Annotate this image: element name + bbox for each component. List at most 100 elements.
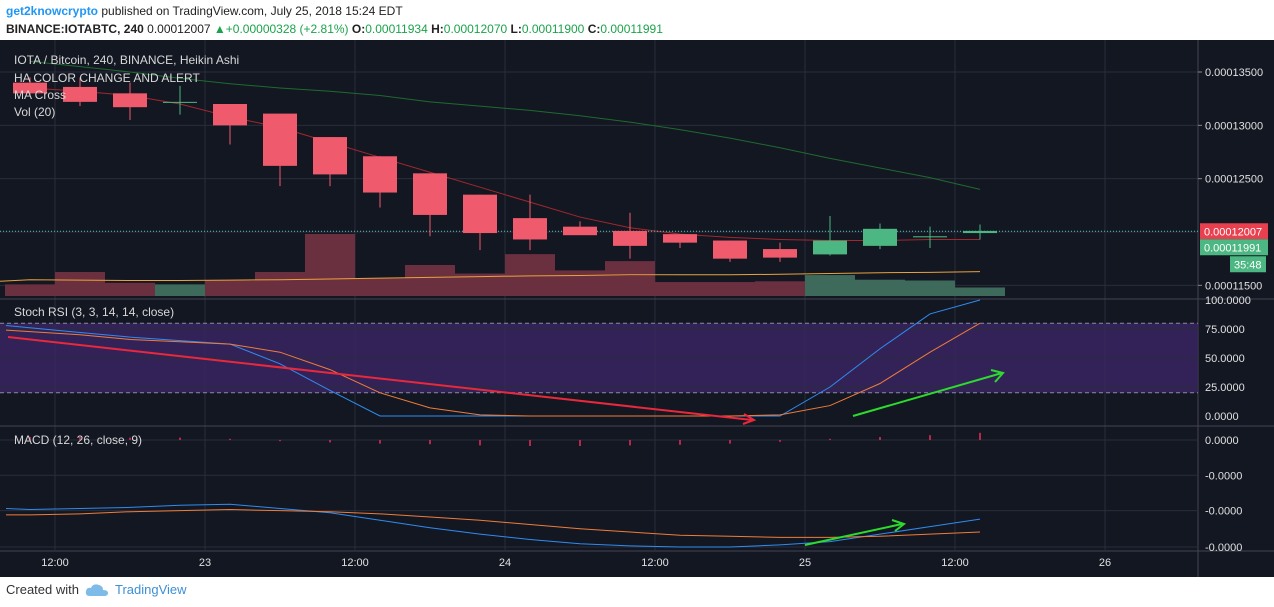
volume-ma-line xyxy=(0,271,981,282)
macd-histogram-bar xyxy=(929,435,931,440)
candle-bear[interactable] xyxy=(413,173,447,215)
macd-axis-label: 0.0000 xyxy=(1205,435,1239,447)
candle-bear[interactable] xyxy=(613,230,647,246)
macd-pane[interactable] xyxy=(0,432,1198,548)
stoch-axis-label: 25.0000 xyxy=(1205,382,1245,394)
macd-label[interactable]: MACD (12, 26, close, 9) xyxy=(14,433,142,447)
published-text: published on TradingView.com, July 25, 2… xyxy=(101,4,403,18)
volume-bar[interactable] xyxy=(255,271,305,296)
volume-bar[interactable] xyxy=(755,281,805,296)
candle-bear[interactable] xyxy=(663,234,697,243)
ha-indicator-label[interactable]: HA COLOR CHANGE AND ALERT xyxy=(14,71,201,85)
created-with-text: Created with xyxy=(6,582,79,597)
price-axis-label: 0.00012500 xyxy=(1205,174,1263,186)
tradingview-link[interactable]: TradingView xyxy=(114,582,187,597)
open-label: O: xyxy=(351,22,366,36)
candle-bull[interactable] xyxy=(813,240,847,255)
volume-bar[interactable] xyxy=(505,254,555,296)
close-price-badge xyxy=(1200,239,1268,256)
candle-bear[interactable] xyxy=(463,194,497,234)
author-link[interactable]: get2knowcrypto xyxy=(6,4,99,18)
price-axis-label: 0.00011500 xyxy=(1205,280,1262,292)
chart-title: IOTA / Bitcoin, 240, BINANCE, Heikin Ash… xyxy=(14,53,239,67)
candle-bear[interactable] xyxy=(13,82,47,94)
high-label: H: xyxy=(431,22,444,36)
volume-bar[interactable] xyxy=(555,270,605,296)
volume-bar[interactable] xyxy=(405,265,455,296)
candle-bear[interactable] xyxy=(113,93,147,108)
candle-bear[interactable] xyxy=(513,218,547,240)
volume-bar[interactable] xyxy=(455,273,505,296)
ohlc-line: BINANCE:IOTABTC, 240 0.00012007 ▲+0.0000… xyxy=(6,22,663,36)
ma-fast-line xyxy=(29,87,980,242)
macd-signal-line xyxy=(6,509,981,538)
volume-bar[interactable] xyxy=(305,234,355,296)
chart-background xyxy=(0,40,1274,577)
macd-histogram-bar xyxy=(329,440,331,443)
stoch-rsi-label[interactable]: Stoch RSI (3, 3, 14, 14, close) xyxy=(14,305,174,319)
symbol-info: BINANCE:IOTABTC, 240 xyxy=(6,22,144,36)
green-macd-arrow xyxy=(804,523,903,546)
volume-bar[interactable] xyxy=(355,278,405,296)
green-arrow-head xyxy=(990,369,1005,383)
candle-bear[interactable] xyxy=(313,137,347,175)
macd-histogram-bar xyxy=(429,440,431,445)
volume-bar[interactable] xyxy=(805,275,855,296)
macd-histogram-bar xyxy=(379,440,381,444)
time-axis-label: 26 xyxy=(1099,557,1111,569)
price-axis-label: 0.00013500 xyxy=(1205,67,1263,79)
macd-axis-label: -0.0000 xyxy=(1205,470,1242,482)
candle-bear[interactable] xyxy=(263,113,297,166)
green-macd-arrow-head xyxy=(891,519,907,532)
macd-histogram-bar xyxy=(829,438,831,440)
last-price-label: 0.00012007 xyxy=(1204,226,1262,238)
stoch-k-line xyxy=(5,299,981,417)
time-axis-label: 23 xyxy=(199,557,211,569)
stoch-axis-label: 50.0000 xyxy=(1205,353,1245,365)
open-value: 0.00011934 xyxy=(365,22,428,36)
volume-bar[interactable] xyxy=(205,280,255,297)
low-label: L: xyxy=(510,22,522,36)
macd-histogram-bar xyxy=(879,437,881,440)
time-axis-label: 24 xyxy=(499,557,511,569)
ma-cross-label[interactable]: MA Cross xyxy=(14,88,66,102)
time-axis-label: 12:00 xyxy=(41,557,69,569)
volume-bar[interactable] xyxy=(655,282,705,296)
volume-bar[interactable] xyxy=(855,279,905,296)
stoch-axis-label: 0.0000 xyxy=(1205,411,1239,423)
price-pane[interactable] xyxy=(0,60,1198,297)
candle-bull[interactable] xyxy=(913,236,947,238)
stoch-axis-label: 75.0000 xyxy=(1205,324,1245,336)
volume-bar[interactable] xyxy=(955,287,1005,296)
candle-bear[interactable] xyxy=(563,226,597,236)
countdown-badge xyxy=(1230,256,1266,273)
stoch-rsi-pane[interactable] xyxy=(0,299,1198,425)
candle-bull[interactable] xyxy=(963,230,997,234)
volume-bar[interactable] xyxy=(55,271,105,296)
volume-bar[interactable] xyxy=(155,284,205,296)
volume-bar[interactable] xyxy=(905,280,955,297)
macd-histogram-bar xyxy=(479,440,481,446)
candle-bull[interactable] xyxy=(163,101,197,103)
time-axis-label: 12:00 xyxy=(641,557,669,569)
ma-slow-line xyxy=(29,60,981,190)
time-axis-label: 12:00 xyxy=(341,557,369,569)
volume-bar[interactable] xyxy=(105,282,155,296)
candle-bear[interactable] xyxy=(213,104,247,126)
candle-bear[interactable] xyxy=(713,240,747,259)
volume-bar[interactable] xyxy=(705,282,755,296)
close-label: C: xyxy=(587,22,601,36)
macd-histogram-bar xyxy=(179,437,181,440)
macd-histogram-bar xyxy=(229,438,231,440)
volume-label[interactable]: Vol (20) xyxy=(14,105,55,119)
candle-bear[interactable] xyxy=(763,249,797,258)
volume-bar[interactable] xyxy=(5,284,55,296)
macd-histogram-bar xyxy=(629,440,631,446)
candle-bear[interactable] xyxy=(363,156,397,193)
volume-bar[interactable] xyxy=(605,261,655,296)
tradingview-cloud-icon xyxy=(85,583,108,596)
candle-bull[interactable] xyxy=(863,228,897,246)
stoch-d-line xyxy=(5,322,981,417)
chart-canvas[interactable]: 12:00 23 12:00 24 12:00 25 12:00 26 0.00013500 0.… xyxy=(0,40,1274,577)
candle-bear[interactable] xyxy=(63,86,97,102)
